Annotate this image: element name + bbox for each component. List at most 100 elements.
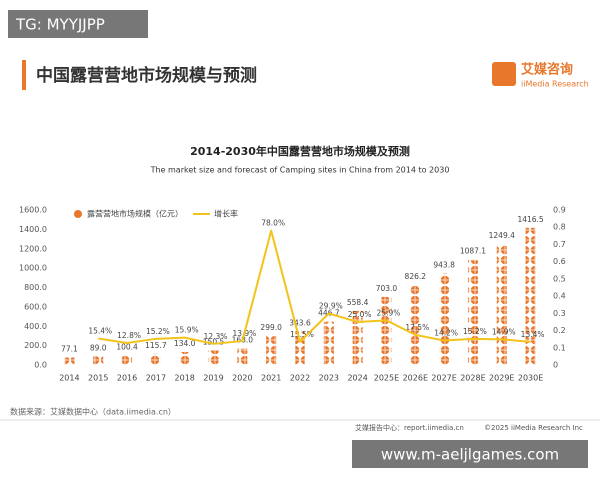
- x-tick-label: 2016: [117, 374, 137, 383]
- bar: [179, 352, 190, 365]
- line-label: 25.9%: [377, 308, 401, 317]
- bar-label: 1249.4: [489, 231, 515, 240]
- bar-label: 134.0: [174, 339, 196, 348]
- growth-line: [98, 229, 531, 345]
- line-label: 25.0%: [348, 310, 372, 319]
- line-label: 12.8%: [117, 331, 141, 340]
- y-tick-label: 1600.0: [19, 206, 47, 215]
- y2-tick-label: 0.1: [553, 343, 566, 352]
- x-tick-label: 2025E: [374, 374, 399, 383]
- bar: [266, 336, 277, 365]
- line-label: 12.3%: [204, 332, 228, 341]
- y-tick-label: 1200.0: [19, 244, 47, 253]
- line-label: 13.5%: [290, 330, 314, 339]
- watermark-box: [352, 440, 588, 468]
- y2-tick-label: 0.9: [553, 206, 566, 215]
- report: 艾媒报告中心：report.iimedia.cn: [355, 423, 464, 432]
- x-tick-label: 2027E: [431, 374, 456, 383]
- bar-label: 703.0: [376, 284, 398, 293]
- line-label: 15.4%: [88, 326, 112, 335]
- y-tick-label: 800.0: [24, 283, 47, 292]
- bar: [439, 273, 450, 365]
- line-label: 78.0%: [261, 219, 285, 228]
- bar-label: 1416.5: [517, 215, 543, 224]
- line-label: 15.2%: [146, 327, 170, 336]
- bar-label: 77.1: [61, 345, 78, 354]
- y2-tick-label: 0.5: [553, 274, 566, 283]
- y2-tick-label: 0.6: [553, 257, 566, 266]
- x-tick-label: 2022: [290, 374, 310, 383]
- line-label: 17.5%: [405, 323, 429, 332]
- y-tick-label: 400.0: [24, 322, 47, 331]
- bar-label: 150.5: [203, 337, 225, 346]
- bar: [352, 310, 363, 365]
- logo-sub: iiMedia Research: [521, 80, 589, 89]
- x-tick-label: 2014: [59, 374, 79, 383]
- line-label: 14.9%: [492, 327, 516, 336]
- bar: [208, 350, 219, 365]
- y2-tick-label: 0.7: [553, 240, 566, 249]
- bar-label: 100.4: [116, 342, 138, 351]
- x-tick-label: 2019: [203, 374, 223, 383]
- y-tick-label: 600.0: [24, 302, 47, 311]
- bar: [64, 357, 75, 365]
- page-title: 中国露营营地市场规模与预测: [36, 65, 257, 86]
- bar-label: 826.2: [405, 272, 427, 281]
- line-label: 13.4%: [521, 330, 545, 339]
- bar: [323, 321, 334, 365]
- line-label: 15.2%: [463, 327, 487, 336]
- watermark-box: [8, 10, 148, 38]
- x-tick-label: 2026E: [403, 374, 428, 383]
- bar-label: 943.8: [433, 261, 455, 270]
- copyright: ©2025 iiMedia Research Inc: [484, 424, 583, 432]
- legend-label: 露营营地市场规模（亿元）: [87, 209, 183, 219]
- x-tick-label: 2028E: [460, 374, 485, 383]
- y2-tick-label: 0.2: [553, 326, 566, 335]
- x-tick-label: 2029E: [489, 374, 514, 383]
- bar: [496, 243, 507, 365]
- y-tick-label: 200.0: [24, 341, 47, 350]
- bar-label: 89.0: [90, 343, 107, 352]
- bar: [410, 284, 421, 365]
- bar-label: 1087.1: [460, 247, 486, 256]
- y2-tick-label: 0.3: [553, 309, 566, 318]
- bar: [237, 348, 248, 365]
- bar-label: 299.0: [260, 323, 282, 332]
- bar: [93, 356, 104, 365]
- x-tick-label: 2023: [319, 374, 339, 383]
- x-tick-label: 2020: [232, 374, 252, 383]
- bar-label: 558.4: [347, 298, 369, 307]
- title-bar: [22, 60, 26, 90]
- legend-label: 增长率: [214, 209, 238, 219]
- source: 数据来源：艾媒数据中心（data.iimedia.cn）: [10, 407, 176, 417]
- x-tick-label: 2018: [175, 374, 195, 383]
- bar-label: 343.6: [289, 319, 311, 328]
- bar-label: 115.7: [145, 341, 167, 350]
- x-tick-label: 2030E: [518, 374, 543, 383]
- x-tick-label: 2021: [261, 374, 281, 383]
- line-label: 29.9%: [319, 302, 343, 311]
- bar: [381, 296, 392, 365]
- watermark: www.m-aeljlgames.com: [381, 446, 559, 464]
- line-label: 14.2%: [434, 329, 458, 338]
- x-tick-label: 2015: [88, 374, 108, 383]
- legend-swatch: [74, 210, 82, 218]
- y2-tick-label: 0.8: [553, 223, 566, 232]
- logo: 艾媒咨询: [521, 62, 573, 78]
- logo-icon: [492, 62, 516, 86]
- line-label: 15.9%: [175, 326, 199, 335]
- bar: [525, 227, 536, 365]
- watermark: TG: MYYJJPP: [15, 16, 105, 34]
- chart-title: 2014-2030年中国露营营地市场规模及预测: [190, 144, 410, 158]
- bar: [295, 331, 305, 365]
- bar: [122, 355, 133, 365]
- bar: [150, 353, 161, 365]
- x-tick-label: 2024: [347, 374, 367, 383]
- y-tick-label: 1000.0: [19, 264, 47, 273]
- y-tick-label: 1400.0: [19, 225, 47, 234]
- y2-tick-label: 0.4: [553, 292, 566, 301]
- y2-tick-label: 0: [553, 361, 558, 370]
- x-tick-label: 2017: [146, 374, 166, 383]
- chart-subtitle: The market size and forecast of Camping …: [150, 166, 450, 175]
